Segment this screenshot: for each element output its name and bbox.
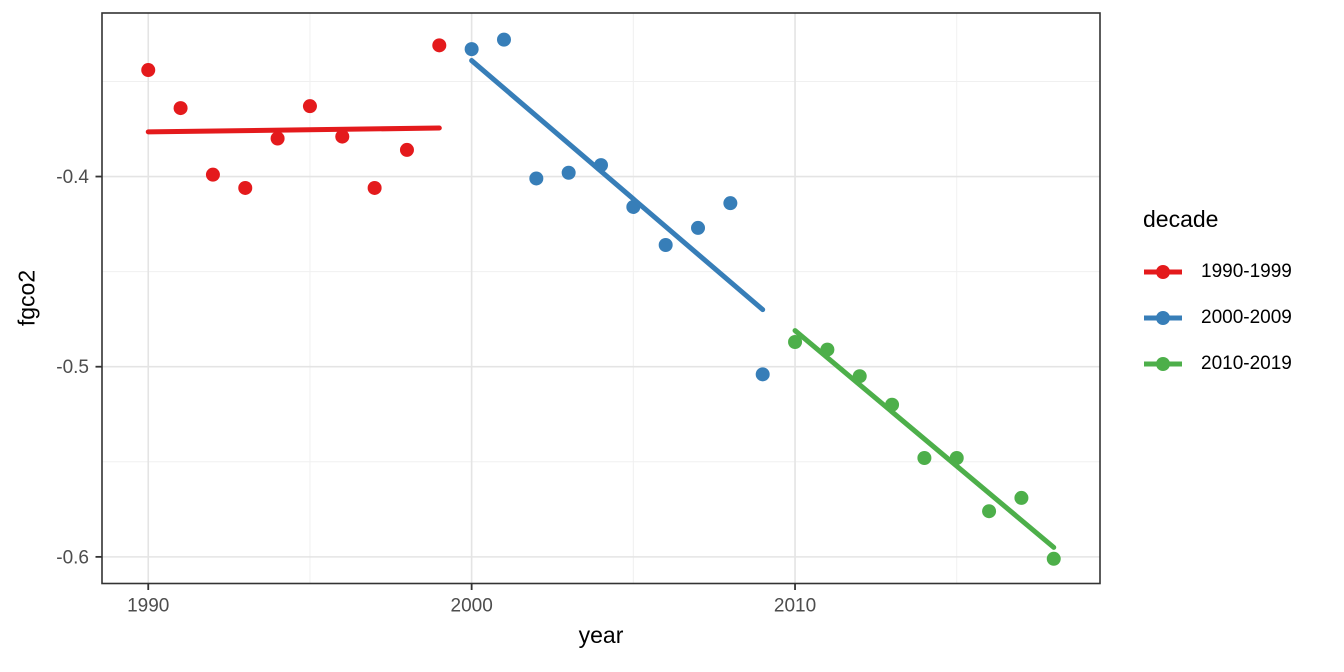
data-point-1990-1999-1991 <box>173 101 188 116</box>
data-point-1990-1999-1999 <box>432 38 447 53</box>
data-point-2000-2009-2002 <box>529 171 544 186</box>
data-point-1990-1999-1995 <box>302 99 317 114</box>
data-point-2010-2019-2010 <box>788 334 803 349</box>
data-point-1990-1999-1996 <box>335 129 350 144</box>
x-tick-label-2000: 2000 <box>451 596 493 617</box>
legend-item-2000-2009: 2000-2009 <box>1143 295 1292 341</box>
y-tick-label--0.5: -0.5 <box>56 357 89 378</box>
legend-key-line-dot-icon <box>1144 357 1182 371</box>
data-point-2010-2019-2016 <box>982 504 997 519</box>
data-point-2000-2009-2001 <box>496 32 511 47</box>
y-tick-label--0.6: -0.6 <box>56 547 89 568</box>
fit-line-2000-2009 <box>469 58 766 313</box>
data-point-1990-1999-1994 <box>270 131 285 146</box>
legend: decade 1990-1999 2000-2009 2010-2019 <box>1143 206 1292 387</box>
data-point-2000-2009-2000 <box>464 42 479 57</box>
legend-item-label: 1990-1999 <box>1201 261 1292 282</box>
plot-panel <box>102 13 1100 584</box>
data-point-1990-1999-1992 <box>205 167 220 182</box>
legend-item-label: 2000-2009 <box>1201 307 1292 328</box>
legend-key-dot <box>1156 357 1170 371</box>
legend-items: 1990-1999 2000-2009 2010-2019 <box>1143 249 1292 387</box>
data-point-2000-2009-2008 <box>723 196 738 211</box>
y-axis-title: fgco2 <box>13 269 40 327</box>
legend-item-2010-2019: 2010-2019 <box>1143 341 1292 387</box>
x-axis-title: year <box>578 622 624 648</box>
legend-key-dot <box>1156 311 1170 325</box>
legend-item-label: 2010-2019 <box>1201 353 1292 374</box>
data-point-2010-2019-2018 <box>1046 551 1061 566</box>
data-point-1990-1999-1990 <box>141 63 156 78</box>
data-point-2010-2019-2017 <box>1014 490 1029 505</box>
data-point-1990-1999-1997 <box>367 180 382 195</box>
x-tick-label-2010: 2010 <box>774 596 816 617</box>
data-point-2010-2019-2014 <box>917 450 932 465</box>
fit-line-1990-1999 <box>145 125 442 135</box>
legend-item-1990-1999: 1990-1999 <box>1143 249 1292 295</box>
fit-line-2010-2019 <box>792 328 1057 550</box>
legend-key-line-dot-icon <box>1144 311 1182 325</box>
legend-key-line-dot-icon <box>1144 265 1182 279</box>
panel-border <box>101 12 1101 585</box>
x-tick-label-1990: 1990 <box>127 596 169 617</box>
data-point-1990-1999-1998 <box>399 142 414 157</box>
data-point-2000-2009-2003 <box>561 165 576 180</box>
data-point-2000-2009-2009 <box>755 367 770 382</box>
data-point-1990-1999-1993 <box>238 180 253 195</box>
legend-title: decade <box>1143 206 1219 232</box>
y-tick-label--0.4: -0.4 <box>56 167 89 188</box>
data-point-2000-2009-2007 <box>691 220 706 235</box>
legend-key-dot <box>1156 265 1170 279</box>
data-point-2000-2009-2006 <box>658 238 673 253</box>
